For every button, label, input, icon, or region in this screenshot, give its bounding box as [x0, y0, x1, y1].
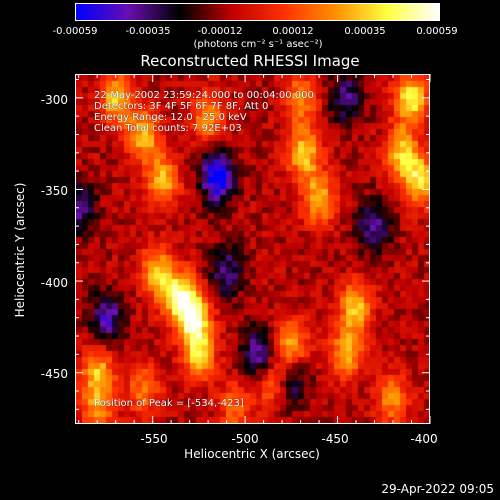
footer-timestamp: 29-Apr-2022 09:05 — [381, 482, 494, 496]
annotation-algorithm: Clean Total counts: 7.92E+03 — [94, 123, 242, 134]
colorbar-unit-label: (photons cm⁻² s⁻¹ asec⁻²) — [193, 39, 323, 50]
colorbar-tick: 0.00012 — [272, 26, 314, 37]
colorbar-tick: 0.00059 — [416, 26, 458, 37]
x-tick-label: -550 — [140, 432, 168, 446]
colorbar-tick: -0.00012 — [197, 26, 243, 37]
x-tick-label: -400 — [410, 432, 438, 446]
y-tick-label: -350 — [40, 184, 68, 198]
annotation-energy-range: Energy Range: 12.0 - 25.0 keV — [94, 112, 247, 123]
colorbar-tick: -0.00059 — [52, 26, 98, 37]
x-tick-label: -450 — [321, 432, 349, 446]
chart-title: Reconstructed RHESSI Image — [140, 52, 360, 70]
heatmap-image — [76, 75, 429, 423]
x-tick-label: -500 — [231, 432, 259, 446]
annotation-peak-position: Position of Peak = [-534,-423] — [94, 398, 244, 409]
plot-area: 22-May-2002 23:59:24.000 to 00:04:00.000… — [75, 74, 430, 424]
annotation-detectors: Detectors: 3F 4F 5F 6F 7F 8F, Att 0 — [94, 101, 269, 112]
colorbar — [75, 3, 440, 21]
y-tick-label: -300 — [40, 93, 68, 107]
y-axis-label: Heliocentric Y (arcsec) — [13, 182, 27, 318]
colorbar-tick: 0.00035 — [344, 26, 386, 37]
annotation-time-range: 22-May-2002 23:59:24.000 to 00:04:00.000 — [94, 90, 314, 101]
x-axis-label: Heliocentric X (arcsec) — [184, 447, 320, 461]
y-tick-label: -400 — [40, 276, 68, 290]
colorbar-tick: -0.00035 — [125, 26, 171, 37]
y-tick-label: -450 — [40, 367, 68, 381]
